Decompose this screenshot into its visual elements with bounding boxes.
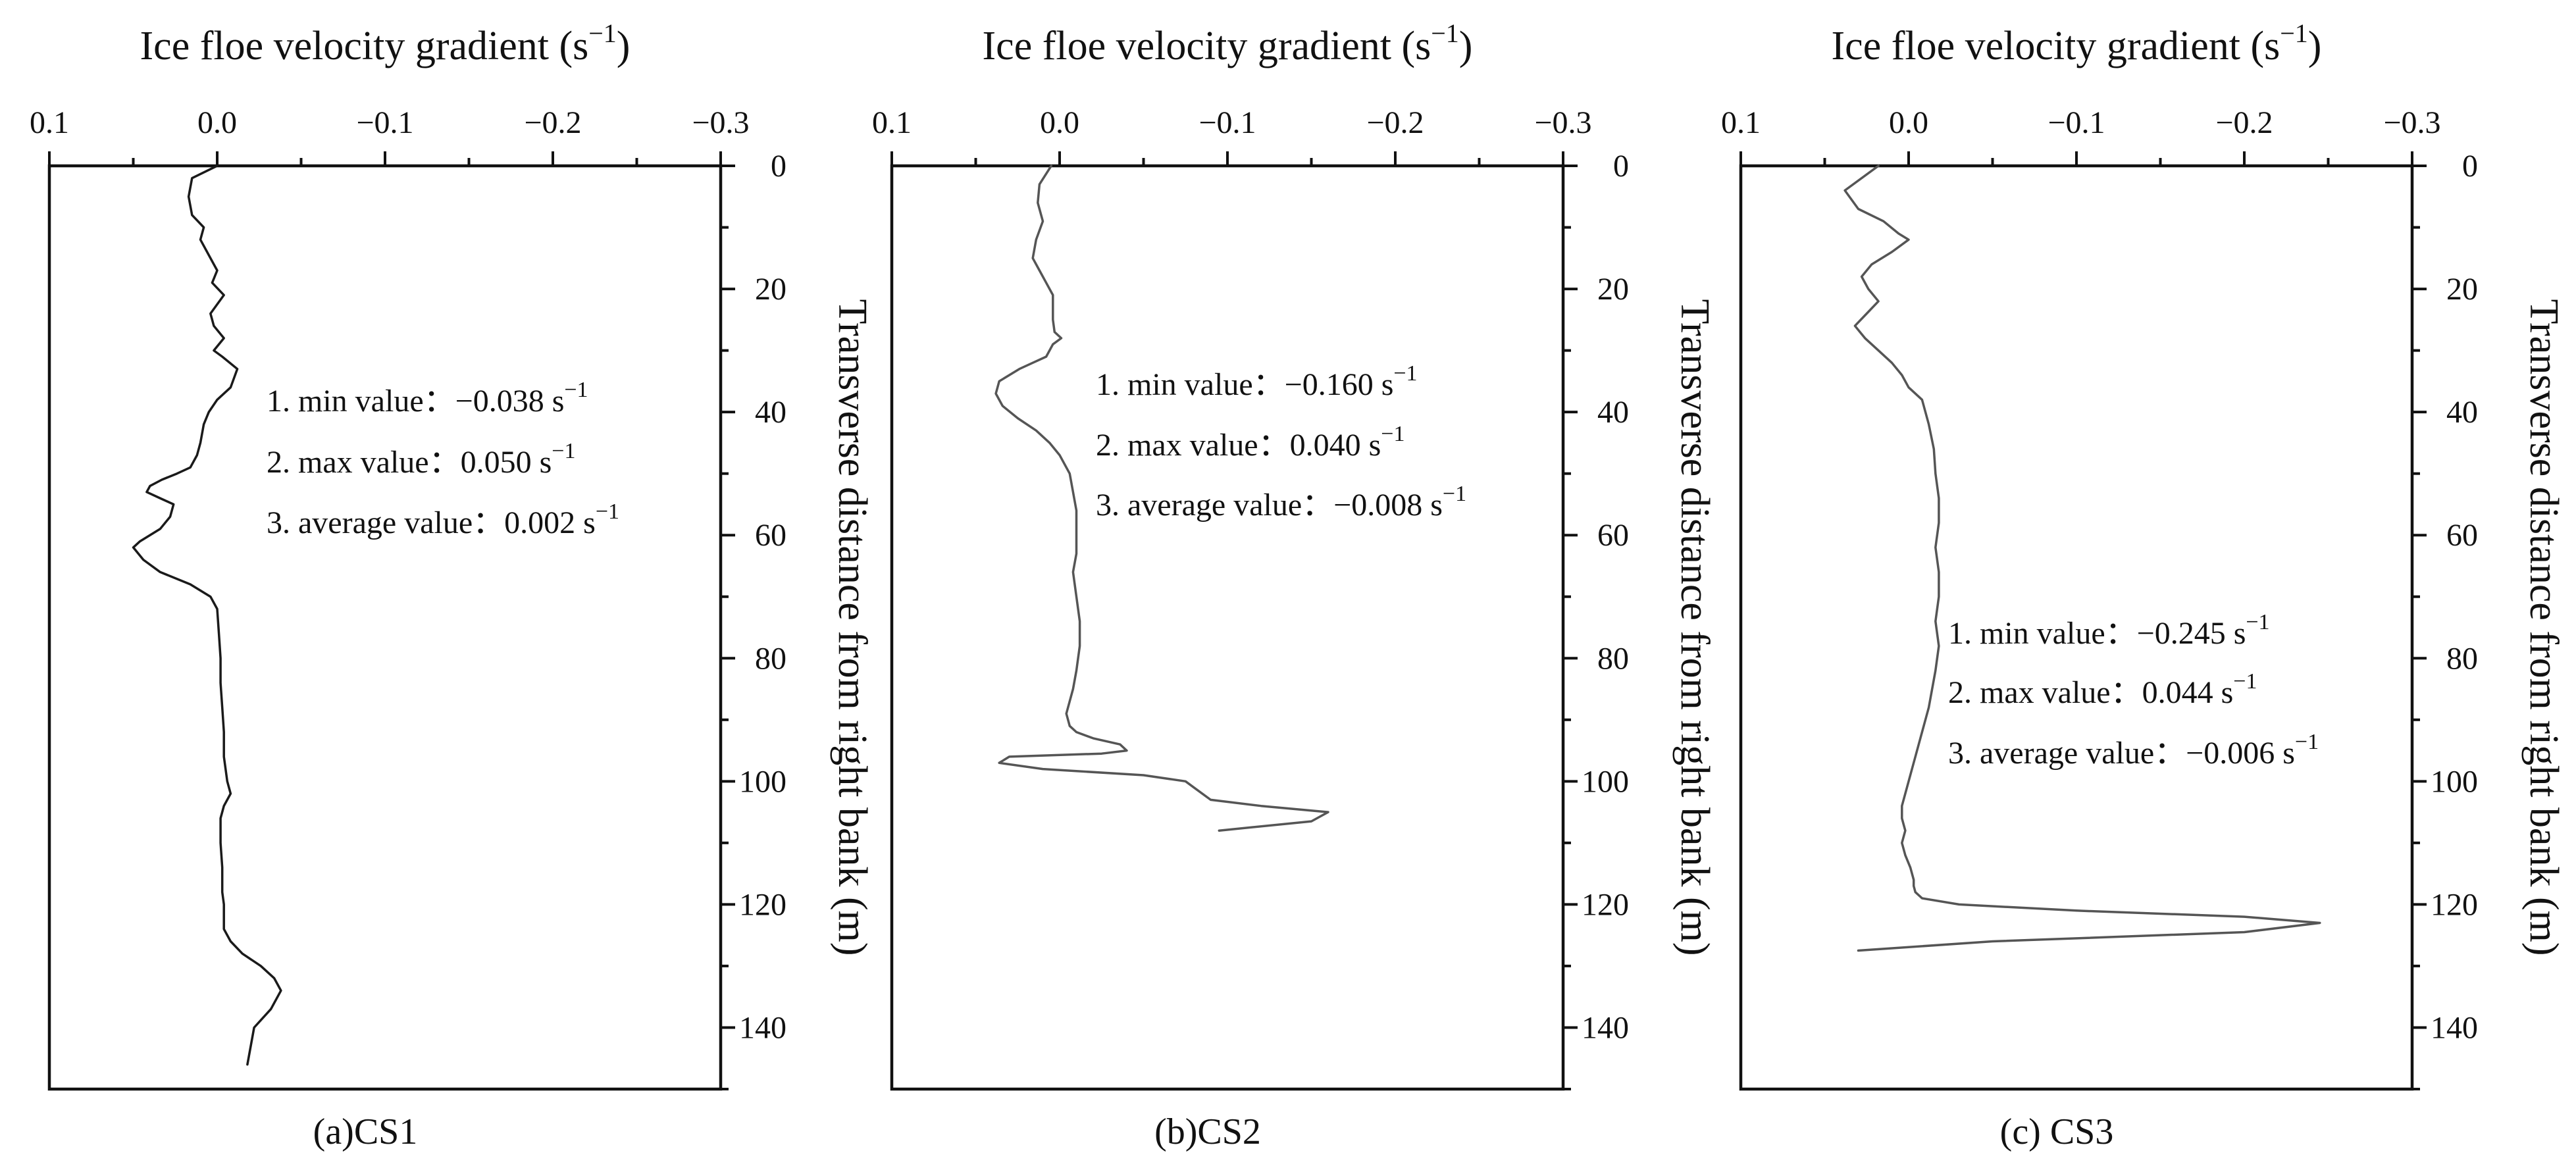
annotation-unit-sup: −1 <box>2246 610 2269 634</box>
annotation-1: 1. min value：−0.160 s−1 <box>1096 361 1418 402</box>
y-tick-label: 60 <box>2446 518 2478 553</box>
x-axis-title-text: Ice floe velocity gradient (s <box>983 24 1431 68</box>
y-tick-label: 0 <box>771 149 786 184</box>
y-tick-label: 80 <box>2446 641 2478 676</box>
annotation-unit-sup: −1 <box>1443 482 1466 506</box>
y-tick-label: 60 <box>755 518 786 553</box>
y-tick-label: 20 <box>2446 272 2478 307</box>
annotation-unit-sup: −1 <box>2233 669 2257 694</box>
x-tick-label: −0.1 <box>1198 105 1256 140</box>
annotation-3: 3. average value：−0.006 s−1 <box>1948 730 2319 771</box>
x-axis-title-sup: −1 <box>588 18 617 48</box>
x-tick-label: −0.3 <box>692 105 749 140</box>
plot-frame <box>47 164 723 1091</box>
annotation-text: 3. average value：−0.008 s <box>1096 488 1443 522</box>
x-tick-label: −0.3 <box>1534 105 1591 140</box>
x-axis-title: Ice floe velocity gradient (s−1) <box>1832 18 2322 68</box>
y-tick-label: 100 <box>739 764 786 799</box>
y-tick-label: 40 <box>1597 395 1629 430</box>
annotation-unit-sup: −1 <box>1381 422 1404 446</box>
annotation-3: 3. average value：−0.008 s−1 <box>1096 482 1466 522</box>
series-line <box>132 165 282 1066</box>
y-tick-label: 120 <box>739 887 786 922</box>
panel-caption: (a)CS1 <box>313 1111 418 1152</box>
annotation-text: 3. average value：−0.006 s <box>1948 736 2295 771</box>
annotation-text: 2. max value：0.044 s <box>1948 675 2233 710</box>
x-tick-label: 0.0 <box>197 105 237 140</box>
y-tick-label: 0 <box>1613 149 1629 184</box>
x-axis-title-close: ) <box>1459 24 1473 68</box>
annotation-1: 1. min value：−0.245 s−1 <box>1948 610 2270 651</box>
annotation-text: 1. min value：−0.245 s <box>1948 616 2246 651</box>
annotation-unit-sup: −1 <box>564 378 588 402</box>
x-tick-label: −0.1 <box>356 105 413 140</box>
y-tick-label: 80 <box>1597 641 1629 676</box>
x-tick-label: 0.1 <box>872 105 912 140</box>
annotation-text: 1. min value：−0.160 s <box>1096 367 1393 402</box>
x-tick-label: −0.2 <box>524 105 581 140</box>
annotation-unit-sup: −1 <box>596 499 619 524</box>
annotation-3: 3. average value：0.002 s−1 <box>267 499 619 540</box>
x-tick-label: −0.2 <box>1366 105 1424 140</box>
annotation-unit-sup: −1 <box>2295 730 2319 754</box>
panel-cs1: 0.1 0.0 −0.1 −0.2 −0.3 0 20 40 60 80 100 120 140 Ice … <box>30 18 875 1152</box>
annotation-text: 2. max value：0.040 s <box>1096 428 1381 463</box>
y-tick-label: 0 <box>2462 149 2478 184</box>
annotation-text: 1. min value：−0.038 s <box>267 384 564 419</box>
y-tick-label: 120 <box>2431 887 2478 922</box>
annotation-2: 2. max value：0.040 s−1 <box>1096 422 1404 463</box>
annotation-1: 1. min value：−0.038 s−1 <box>267 378 588 419</box>
y-tick-label: 140 <box>2431 1010 2478 1045</box>
y-tick-label: 60 <box>1597 518 1629 553</box>
x-tick-label: 0.0 <box>1889 105 1928 140</box>
panel-cs2: 0.1 0.0 −0.1 −0.2 −0.3 0 20 40 60 80 100 120 140 Ice … <box>872 18 1717 1152</box>
y-tick-label: 120 <box>1582 887 1629 922</box>
x-tick-label: −0.3 <box>2383 105 2440 140</box>
x-tick-label: 0.0 <box>1040 105 1079 140</box>
x-axis-title-sup: −1 <box>1431 18 1459 48</box>
y-tick-label: 140 <box>1582 1010 1629 1045</box>
panel-caption: (c) CS3 <box>2000 1111 2114 1152</box>
x-tick-label: 0.1 <box>30 105 69 140</box>
panel-caption: (b)CS2 <box>1154 1111 1261 1152</box>
series-line <box>1843 165 2321 952</box>
plot-frame <box>890 164 1565 1091</box>
y-axis-title: Transverse distance from right bank (m) <box>830 299 875 955</box>
y-tick-label: 40 <box>755 395 786 430</box>
series-line <box>994 165 1329 832</box>
annotation-2: 2. max value：0.050 s−1 <box>267 439 575 480</box>
annotation-text: 3. average value：0.002 s <box>267 505 596 540</box>
annotation-unit-sup: −1 <box>552 439 575 463</box>
y-tick-label: 100 <box>1582 764 1629 799</box>
y-tick-label: 140 <box>739 1010 786 1045</box>
y-axis-title: Transverse distance from right bank (m) <box>2521 299 2566 955</box>
x-axis-title-text: Ice floe velocity gradient (s <box>140 24 589 68</box>
y-tick-label: 80 <box>755 641 786 676</box>
x-tick-label: −0.2 <box>2215 105 2273 140</box>
y-axis-title: Transverse distance from right bank (m) <box>1672 299 1717 955</box>
x-tick-label: 0.1 <box>1721 105 1761 140</box>
panel-cs3: 0.1 0.0 −0.1 −0.2 −0.3 0 20 40 60 80 100 120 140 Ice … <box>1721 18 2566 1152</box>
x-axis-title: Ice floe velocity gradient (s−1) <box>140 18 631 68</box>
x-axis-title: Ice floe velocity gradient (s−1) <box>983 18 1473 68</box>
y-tick-label: 100 <box>2431 764 2478 799</box>
x-axis-title-close: ) <box>617 24 631 68</box>
y-tick-label: 40 <box>2446 395 2478 430</box>
annotation-unit-sup: −1 <box>1393 361 1417 386</box>
y-tick-label: 20 <box>1597 272 1629 307</box>
annotation-text: 2. max value：0.050 s <box>267 445 552 480</box>
x-tick-label: −0.1 <box>2048 105 2105 140</box>
x-axis-title-close: ) <box>2308 24 2322 68</box>
x-axis-title-text: Ice floe velocity gradient (s <box>1832 24 2280 68</box>
annotation-2: 2. max value：0.044 s−1 <box>1948 669 2257 710</box>
x-axis-title-sup: −1 <box>2280 18 2308 48</box>
y-tick-label: 20 <box>755 272 786 307</box>
